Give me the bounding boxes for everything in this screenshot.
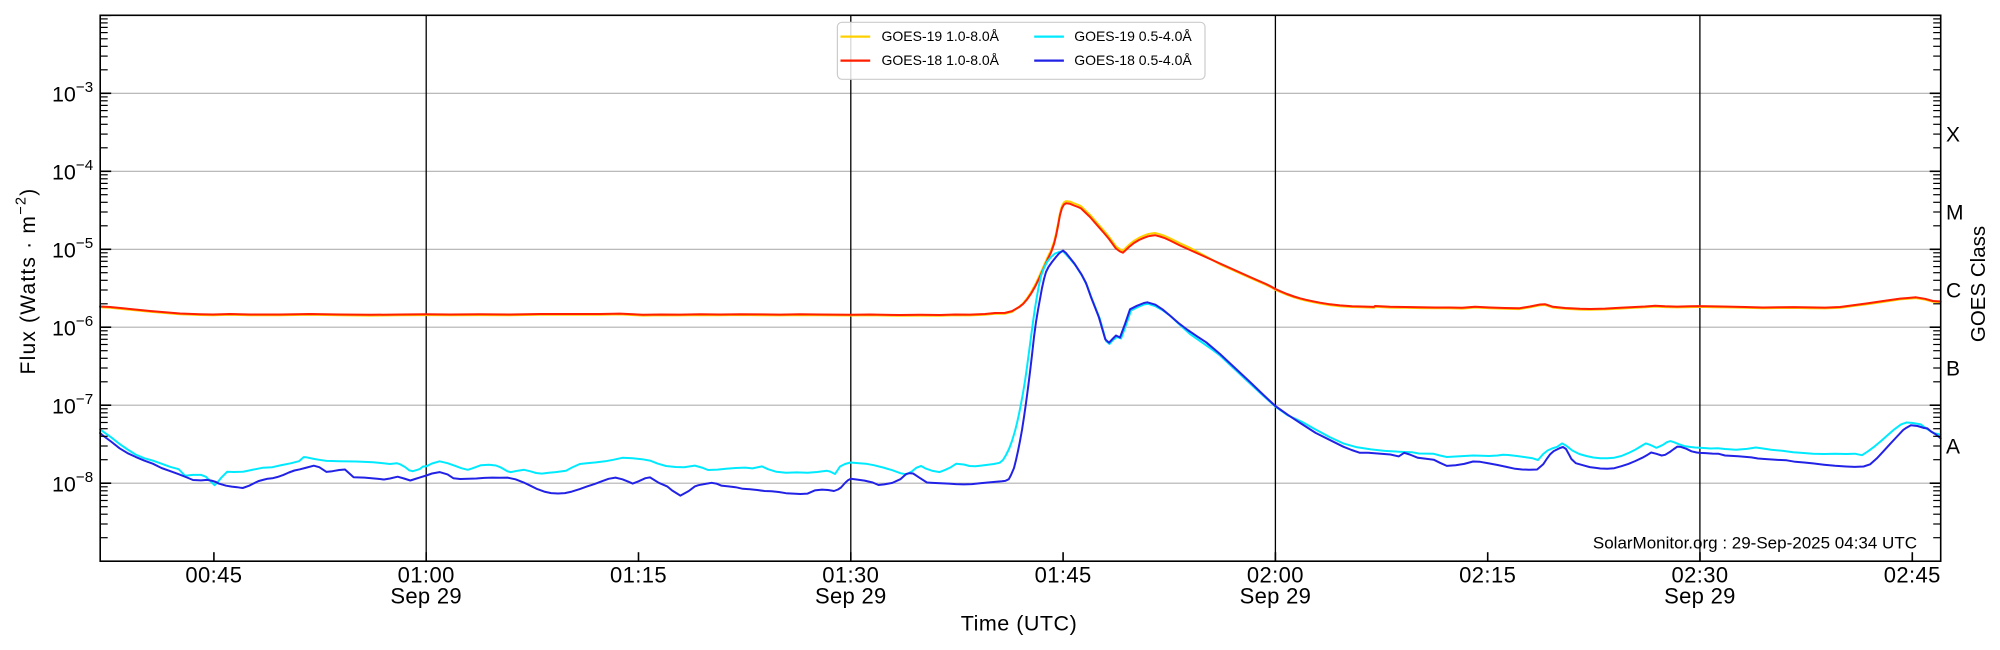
svg-text:02:15: 02:15: [1459, 563, 1516, 588]
svg-text:C: C: [1946, 280, 1961, 303]
svg-text:B: B: [1946, 357, 1960, 380]
svg-text:GOES-19 0.5-4.0Å: GOES-19 0.5-4.0Å: [1074, 28, 1192, 44]
svg-text:A: A: [1946, 435, 1960, 458]
svg-text:02:00: 02:00: [1247, 563, 1304, 588]
svg-text:Time (UTC): Time (UTC): [961, 612, 1077, 636]
svg-text:Sep 29: Sep 29: [1664, 584, 1736, 609]
svg-text:GOES-18 0.5-4.0Å: GOES-18 0.5-4.0Å: [1074, 52, 1192, 68]
svg-text:01:45: 01:45: [1035, 563, 1092, 588]
svg-text:00:45: 00:45: [185, 563, 242, 588]
svg-text:GOES-18 1.0-8.0Å: GOES-18 1.0-8.0Å: [882, 52, 1000, 68]
svg-text:SolarMonitor.org : 29-Sep-2025: SolarMonitor.org : 29-Sep-2025 04:34 UTC: [1593, 534, 1917, 553]
svg-text:Sep 29: Sep 29: [815, 584, 887, 609]
svg-text:01:30: 01:30: [822, 563, 879, 588]
svg-text:10−8: 10−8: [52, 469, 93, 497]
svg-text:Sep 29: Sep 29: [1240, 584, 1312, 609]
svg-text:Sep 29: Sep 29: [390, 584, 462, 609]
svg-text:M: M: [1946, 202, 1964, 225]
svg-text:02:45: 02:45: [1884, 563, 1941, 588]
svg-text:02:30: 02:30: [1671, 563, 1728, 588]
svg-text:01:00: 01:00: [398, 563, 455, 588]
svg-text:01:15: 01:15: [610, 563, 667, 588]
svg-text:Flux (Watts · m−2): Flux (Watts · m−2): [14, 188, 41, 375]
svg-text:X: X: [1946, 124, 1960, 147]
svg-text:GOES Class: GOES Class: [1967, 226, 1990, 342]
svg-text:GOES-19 1.0-8.0Å: GOES-19 1.0-8.0Å: [882, 28, 1000, 44]
